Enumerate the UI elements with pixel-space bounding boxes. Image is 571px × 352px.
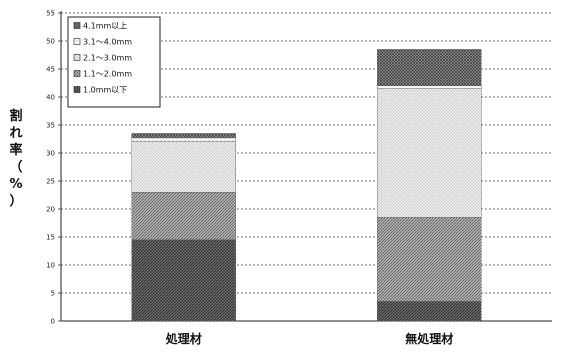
y-tick-label: 45 [46, 66, 55, 74]
y-tick-label: 30 [46, 150, 55, 158]
y-tick-label: 40 [46, 94, 55, 102]
bar-segment [377, 301, 482, 322]
bar-segment [131, 239, 236, 322]
labels: 0 5 10 15 20 25 30 35 40 45 50 55 処理材 無処理材 [46, 10, 453, 347]
y-tick-label: 15 [46, 234, 55, 242]
y-tick-label: 25 [46, 178, 55, 186]
bar-segment [131, 137, 236, 143]
legend-box [67, 16, 161, 108]
y-axis-label: 割れ率（%） [9, 109, 23, 209]
legend-label: 1.0mm以下 [83, 86, 127, 95]
bar-segment [377, 88, 482, 218]
legend: 4.1mm以上 3.1～4.0mm 2.1～3.0mm 1.1～2.0mm 1.0mm以… [67, 16, 161, 108]
bar-segment [377, 217, 482, 302]
bar-segment [377, 49, 482, 87]
bar-segment [131, 133, 236, 139]
legend-label: 4.1mm以上 [83, 22, 127, 31]
y-tick-label: 55 [46, 10, 55, 18]
bar-segment [131, 141, 236, 193]
y-tick-label: 10 [46, 262, 55, 270]
legend-swatch [73, 86, 81, 93]
legend-swatch [73, 54, 81, 61]
legend-swatch [73, 22, 81, 29]
legend-swatch [73, 38, 81, 45]
bar-segment [131, 191, 236, 240]
legend-label: 1.1～2.0mm [83, 70, 132, 79]
y-tick-label: 50 [46, 38, 55, 46]
y-tick-label: 5 [51, 290, 55, 298]
bars [131, 49, 482, 322]
y-tick-label: 0 [51, 318, 55, 326]
x-category-label: 処理材 [165, 331, 202, 346]
y-tick-label: 20 [46, 206, 55, 214]
legend-label: 3.1～4.0mm [83, 38, 132, 47]
bar-segment [377, 85, 482, 89]
legend-label: 2.1～3.0mm [83, 54, 132, 63]
legend-swatch [73, 70, 81, 77]
x-category-label: 無処理材 [405, 331, 453, 346]
y-tick-label: 35 [46, 122, 55, 130]
